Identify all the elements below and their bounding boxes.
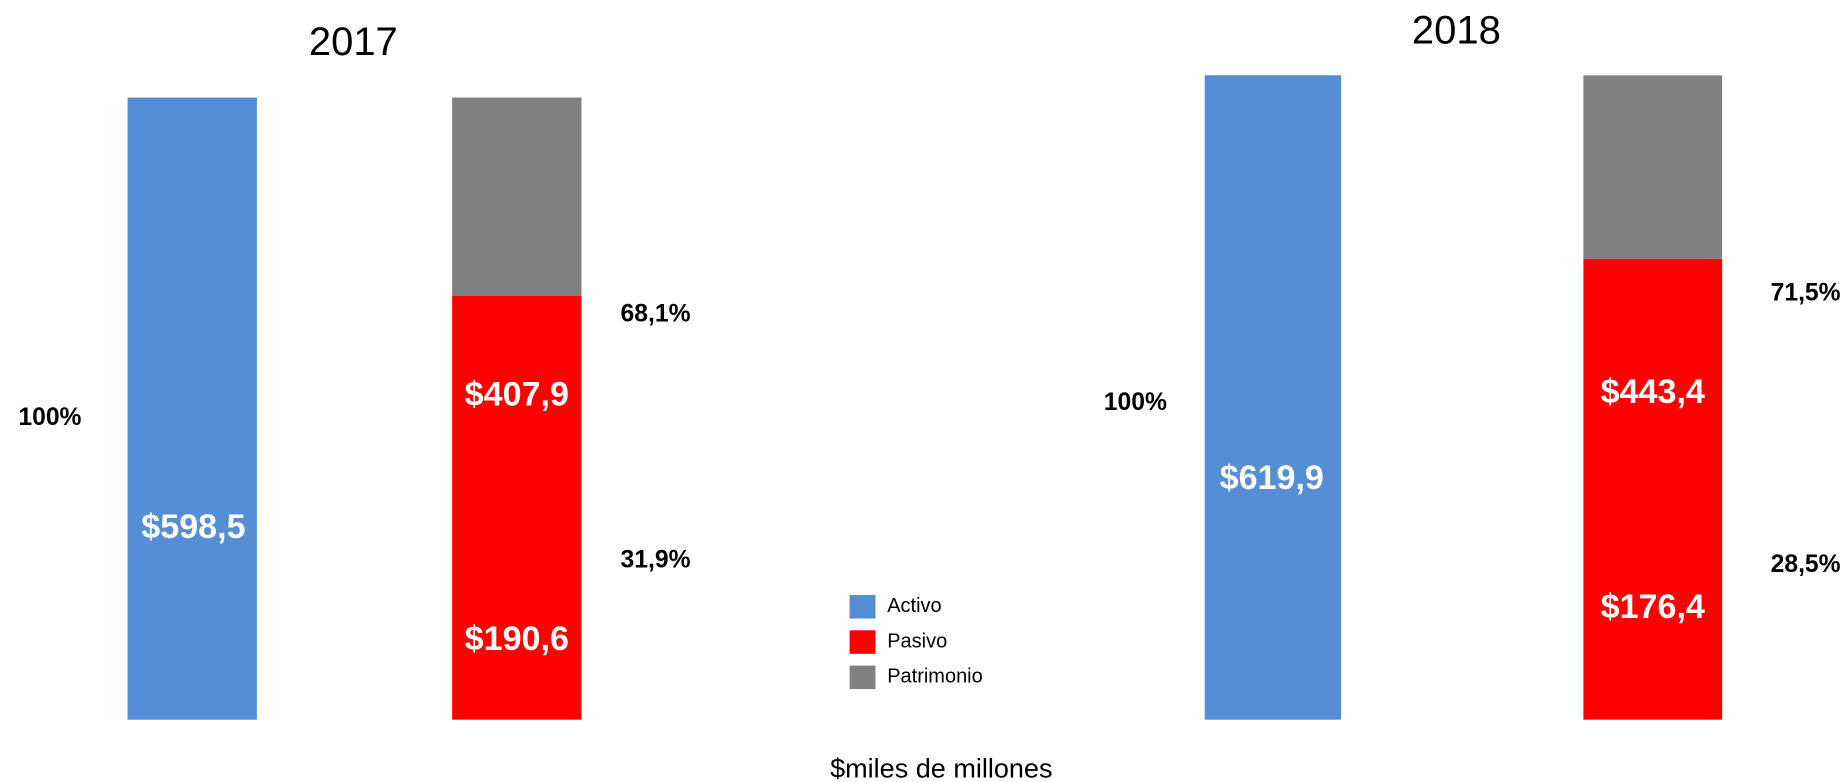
value-label: $619,9 (1220, 459, 1324, 497)
bar-segment (452, 295, 582, 720)
value-label: $598,5 (141, 508, 245, 546)
legend-swatch (849, 630, 876, 654)
legend-swatch (849, 595, 876, 619)
value-label: $407,9 (465, 375, 569, 413)
share-label: 28,5% (1771, 551, 1841, 578)
legend-label: Pasivo (887, 630, 947, 652)
bar-segment (1583, 258, 1723, 720)
legend-label: Patrimonio (887, 666, 983, 688)
bar-segment (127, 97, 257, 720)
chart-title: 2017 (309, 20, 398, 64)
legend-swatch (849, 665, 876, 690)
axis-label: $miles de millones (830, 753, 1052, 782)
share-label: 68,1% (621, 301, 691, 328)
value-label: $190,6 (465, 620, 569, 658)
share-label: 100% (1104, 389, 1167, 416)
value-label: $443,4 (1601, 373, 1705, 411)
chart-title: 2018 (1412, 8, 1501, 52)
share-label: 31,9% (621, 546, 691, 573)
bar-segment (452, 97, 582, 296)
bar-segment (1204, 75, 1342, 720)
legend-label: Activo (887, 595, 941, 617)
bar-segment (1583, 75, 1723, 259)
value-label: $176,4 (1601, 588, 1705, 626)
share-label: 100% (18, 404, 81, 431)
share-label: 71,5% (1771, 280, 1841, 307)
